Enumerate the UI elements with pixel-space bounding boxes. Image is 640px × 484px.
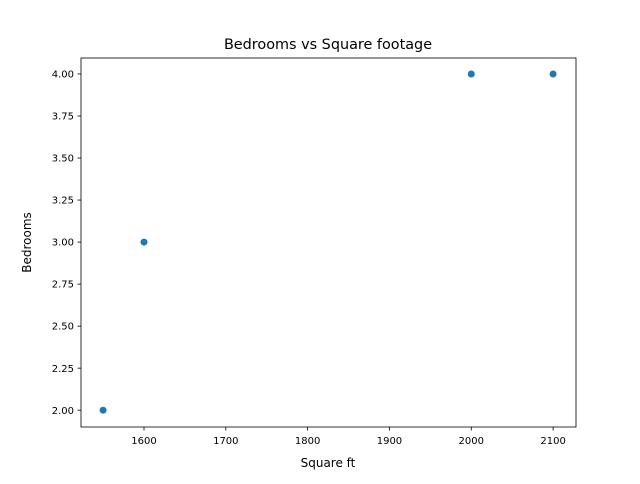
x-tick-label: 2100 (540, 436, 565, 447)
data-point (467, 70, 475, 78)
data-point (549, 70, 557, 78)
y-axis-label: Bedrooms (20, 212, 34, 273)
data-point (99, 406, 107, 414)
y-tick-label: 3.00 (52, 238, 74, 249)
y-tick-label: 4.00 (52, 70, 74, 81)
x-tick-label: 1700 (213, 436, 238, 447)
y-tick-label: 2.00 (52, 406, 74, 417)
x-tick-label: 1800 (295, 436, 320, 447)
plot-frame (80, 57, 577, 428)
y-tick-label: 3.25 (52, 196, 74, 207)
y-tick-label: 3.75 (52, 112, 74, 123)
y-tick-label: 2.50 (52, 322, 74, 333)
x-tick-label: 2000 (459, 436, 484, 447)
y-tick-label: 3.50 (52, 154, 74, 165)
y-tick-label: 2.25 (52, 364, 74, 375)
chart-title: Bedrooms vs Square footage (224, 37, 432, 53)
x-axis-label: Square ft (301, 456, 356, 470)
x-tick-label: 1900 (377, 436, 402, 447)
data-point (140, 238, 148, 246)
y-tick-label: 2.75 (52, 280, 74, 291)
x-tick-label: 1600 (131, 436, 156, 447)
